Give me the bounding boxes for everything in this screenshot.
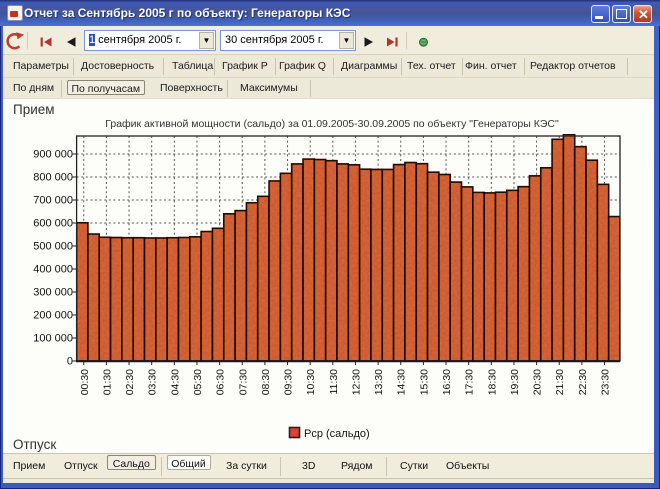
svg-text:17:30: 17:30	[464, 369, 476, 395]
svg-text:02:30: 02:30	[124, 369, 136, 395]
svg-text:900 000: 900 000	[33, 149, 73, 161]
svg-text:700 000: 700 000	[33, 195, 73, 207]
svg-text:21:30: 21:30	[554, 369, 566, 395]
svg-text:23:30: 23:30	[600, 369, 612, 395]
svg-text:01:30: 01:30	[101, 369, 113, 395]
svg-text:08:30: 08:30	[260, 369, 272, 395]
svg-text:15:30: 15:30	[418, 369, 430, 395]
svg-text:600 000: 600 000	[33, 218, 73, 230]
svg-text:200 000: 200 000	[33, 310, 73, 322]
svg-text:03:30: 03:30	[147, 369, 159, 395]
svg-text:300 000: 300 000	[33, 287, 73, 299]
svg-text:График активной мощности (саль: График активной мощности (сальдо) за 01.…	[105, 118, 559, 130]
svg-text:11:30: 11:30	[328, 369, 340, 395]
svg-text:04:30: 04:30	[169, 369, 181, 395]
svg-text:500 000: 500 000	[33, 241, 73, 253]
svg-text:0: 0	[67, 356, 73, 368]
svg-text:14:30: 14:30	[396, 369, 408, 395]
svg-text:400 000: 400 000	[33, 264, 73, 276]
svg-text:20:30: 20:30	[532, 369, 544, 395]
svg-text:16:30: 16:30	[441, 369, 453, 395]
svg-text:00:30: 00:30	[79, 369, 91, 395]
svg-text:05:30: 05:30	[192, 369, 204, 395]
svg-text:100 000: 100 000	[33, 333, 73, 345]
svg-text:07:30: 07:30	[237, 369, 249, 395]
svg-text:18:30: 18:30	[486, 369, 498, 395]
svg-text:22:30: 22:30	[577, 369, 589, 395]
svg-text:19:30: 19:30	[509, 369, 521, 395]
svg-text:Рср (сальдо): Рср (сальдо)	[304, 428, 370, 440]
svg-text:800 000: 800 000	[33, 172, 73, 184]
svg-text:13:30: 13:30	[373, 369, 385, 395]
svg-text:10:30: 10:30	[305, 369, 317, 395]
svg-text:09:30: 09:30	[283, 369, 295, 395]
svg-text:06:30: 06:30	[215, 369, 227, 395]
svg-text:12:30: 12:30	[350, 369, 362, 395]
